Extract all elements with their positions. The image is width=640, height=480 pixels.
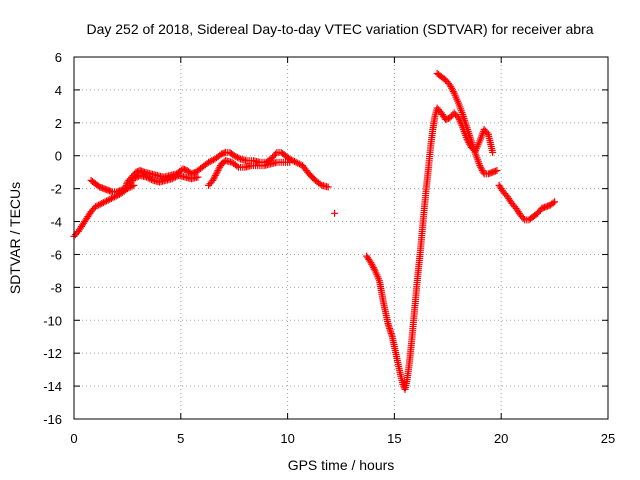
data-point <box>295 160 303 168</box>
data-point <box>235 154 243 162</box>
data-point <box>478 167 486 175</box>
data-point <box>216 163 224 171</box>
x-tick-label: 0 <box>70 431 77 446</box>
grid <box>74 57 608 419</box>
data-point <box>331 209 339 217</box>
data-point <box>489 148 497 156</box>
data-point <box>211 173 219 181</box>
data-point <box>171 173 179 181</box>
data-point <box>170 174 178 182</box>
data-point <box>233 162 241 170</box>
data-point <box>106 195 114 203</box>
data-point <box>291 157 299 165</box>
data-point <box>133 173 141 181</box>
data-point <box>478 165 486 173</box>
data-point <box>551 198 559 206</box>
x-tick-label: 5 <box>177 431 184 446</box>
data-point <box>476 162 484 170</box>
data-points <box>70 69 559 393</box>
data-point <box>210 175 218 183</box>
y-tick-label: -6 <box>50 247 62 262</box>
y-tick-label: 4 <box>55 83 62 98</box>
y-tick-label: -4 <box>50 215 62 230</box>
data-point <box>206 157 214 165</box>
x-axis-label: GPS time / hours <box>288 457 395 473</box>
data-point <box>104 196 112 204</box>
data-point <box>477 163 485 171</box>
data-point <box>453 112 461 120</box>
data-point <box>519 214 527 222</box>
data-point <box>168 175 176 183</box>
data-point <box>146 175 154 183</box>
x-tick-label: 10 <box>280 431 294 446</box>
data-point <box>147 176 155 184</box>
x-tick-label: 20 <box>494 431 508 446</box>
data-point <box>549 199 557 207</box>
data-point <box>289 157 297 165</box>
data-point <box>107 195 115 203</box>
data-point <box>144 174 152 182</box>
data-point <box>205 158 213 166</box>
data-point <box>233 153 241 161</box>
data-point <box>286 158 294 166</box>
data-point <box>316 180 324 188</box>
chart-title: Day 252 of 2018, Sidereal Day-to-day VTE… <box>86 21 593 37</box>
data-point <box>449 88 457 96</box>
data-point <box>194 173 202 181</box>
data-point <box>91 203 99 211</box>
y-tick-label: 2 <box>55 116 62 131</box>
data-point <box>212 170 220 178</box>
data-point <box>232 153 240 161</box>
data-point <box>448 86 456 94</box>
data-point <box>211 171 219 179</box>
data-point <box>214 167 222 175</box>
data-point <box>98 199 106 207</box>
x-tick-label: 15 <box>387 431 401 446</box>
plot-frame <box>73 56 609 420</box>
y-tick-label: 0 <box>55 149 62 164</box>
y-tick-label: -2 <box>50 182 62 197</box>
data-point <box>446 81 454 89</box>
y-tick-label: -12 <box>43 346 62 361</box>
data-point <box>230 152 238 160</box>
data-point <box>103 197 111 205</box>
data-point <box>95 201 103 209</box>
data-point <box>448 84 456 92</box>
y-tick-label: 6 <box>55 50 62 65</box>
data-point <box>324 183 332 191</box>
data-point <box>99 199 107 207</box>
axis-ticks: 0 5 10 15 20 25 -16 -14 -12 -10 -8 -6 -4 -2 0 2 4 6 <box>43 50 615 446</box>
data-point <box>483 129 491 137</box>
data-point <box>96 200 104 208</box>
data-point <box>213 168 221 176</box>
data-point <box>493 167 501 175</box>
data-point <box>271 150 279 158</box>
data-point <box>208 157 216 165</box>
data-point <box>215 165 223 173</box>
y-tick-label: -8 <box>50 280 62 295</box>
data-point <box>93 202 101 210</box>
y-tick-label: -10 <box>43 313 62 328</box>
data-point <box>447 83 455 91</box>
x-tick-label: 25 <box>601 431 615 446</box>
data-point <box>131 174 139 182</box>
data-point <box>368 260 376 268</box>
data-point <box>294 159 302 167</box>
y-axis-label: SDTVAR / TECUs <box>7 182 23 294</box>
data-point <box>370 265 378 273</box>
data-point <box>367 259 375 267</box>
data-point <box>479 168 487 176</box>
data-point <box>369 262 377 270</box>
data-point <box>130 175 138 183</box>
data-point <box>369 264 377 272</box>
data-point <box>101 198 109 206</box>
data-point <box>292 158 300 166</box>
data-point <box>209 176 217 184</box>
y-tick-label: -14 <box>43 379 62 394</box>
data-point <box>143 173 151 181</box>
y-tick-label: -16 <box>43 412 62 427</box>
